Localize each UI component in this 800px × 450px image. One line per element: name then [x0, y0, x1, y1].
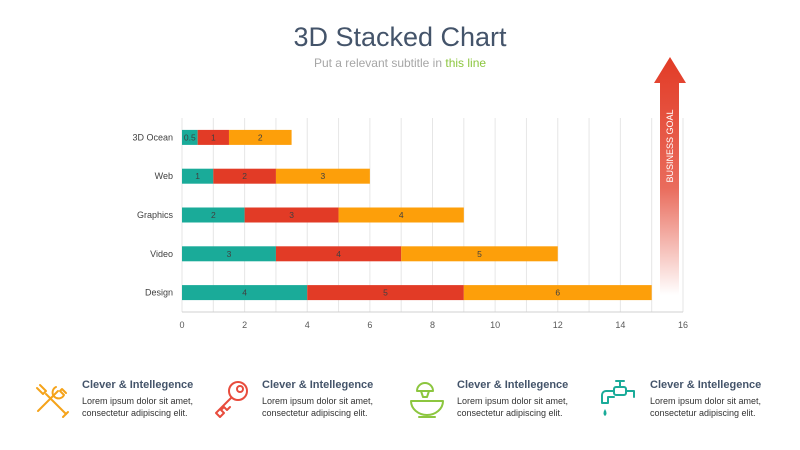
business-goal-arrow: BUSINESS GOAL	[654, 57, 686, 295]
key-icon	[210, 377, 254, 421]
category-label: Graphics	[137, 210, 174, 220]
goal-arrow-shape	[654, 57, 686, 295]
feature-title: Clever & Intellegence	[262, 379, 374, 391]
subtitle-highlight: this line	[445, 56, 487, 70]
feature-2: Clever & Intellegence Lorem ipsum dolor …	[210, 375, 390, 425]
data-label: 6	[555, 288, 560, 298]
bar-segment	[401, 246, 558, 262]
x-tick-label: 6	[367, 320, 372, 330]
data-label: 3	[321, 171, 326, 181]
goal-label: BUSINESS GOAL	[665, 109, 675, 182]
data-label: 2	[242, 171, 247, 181]
feature-4: Clever & Intellegence Lorem ipsum dolor …	[598, 375, 778, 425]
category-label: Design	[145, 288, 173, 298]
category-label: 3D Ocean	[132, 132, 173, 142]
feature-text: Lorem ipsum dolor sit amet, consectetur …	[82, 396, 194, 418]
data-label: 1	[195, 171, 200, 181]
page-title: 3D Stacked Chart	[293, 22, 507, 52]
data-label: 3	[289, 210, 294, 220]
data-label: 2	[258, 132, 263, 142]
juicer-icon	[405, 377, 449, 421]
bar-segment	[275, 168, 370, 184]
x-tick-label: 8	[430, 320, 435, 330]
bar-segment	[275, 246, 402, 262]
feature-text: Lorem ipsum dolor sit amet, consectetur …	[457, 396, 569, 418]
bar-segment	[213, 168, 276, 184]
x-tick-label: 16	[678, 320, 688, 330]
data-label: 3	[227, 249, 232, 259]
bars	[182, 129, 652, 301]
feature-title: Clever & Intellegence	[650, 379, 762, 391]
page-subtitle: Put a relevant subtitle in this line	[0, 56, 800, 70]
bar-segment	[182, 207, 245, 223]
data-label: 2	[211, 210, 216, 220]
category-label: Web	[155, 171, 173, 181]
data-label: 1	[211, 132, 216, 142]
faucet-icon	[598, 377, 642, 421]
feature-title: Clever & Intellegence	[82, 379, 194, 391]
feature-1: Clever & Intellegence Lorem ipsum dolor …	[30, 375, 210, 425]
bar-segment	[338, 207, 464, 223]
tools-icon	[30, 377, 74, 421]
feature-3: Clever & Intellegence Lorem ipsum dolor …	[405, 375, 585, 425]
data-label: 4	[399, 210, 404, 220]
x-tick-label: 0	[179, 320, 184, 330]
feature-title: Clever & Intellegence	[457, 379, 569, 391]
data-label: 4	[336, 249, 341, 259]
bar-segment	[182, 129, 198, 145]
x-tick-label: 4	[305, 320, 310, 330]
bar-segment	[197, 129, 229, 145]
data-label: 5	[477, 249, 482, 259]
bar-segment	[463, 285, 652, 301]
data-label: 0.5	[184, 132, 196, 142]
feature-text: Lorem ipsum dolor sit amet, consectetur …	[650, 396, 762, 418]
bar-segment	[182, 168, 214, 184]
x-tick-label: 14	[615, 320, 625, 330]
x-tick-label: 10	[490, 320, 500, 330]
bar-segment	[182, 246, 276, 262]
x-tick-label: 2	[242, 320, 247, 330]
bar-segment	[244, 207, 339, 223]
feature-text: Lorem ipsum dolor sit amet, consectetur …	[262, 396, 374, 418]
category-label: Video	[150, 249, 173, 259]
data-label: 4	[242, 288, 247, 298]
subtitle-text: Put a relevant subtitle in	[313, 56, 446, 70]
bar-segment	[228, 129, 292, 145]
bar-segment	[307, 285, 464, 301]
x-tick-label: 12	[553, 320, 563, 330]
data-label: 5	[383, 288, 388, 298]
bar-segment	[182, 285, 308, 301]
